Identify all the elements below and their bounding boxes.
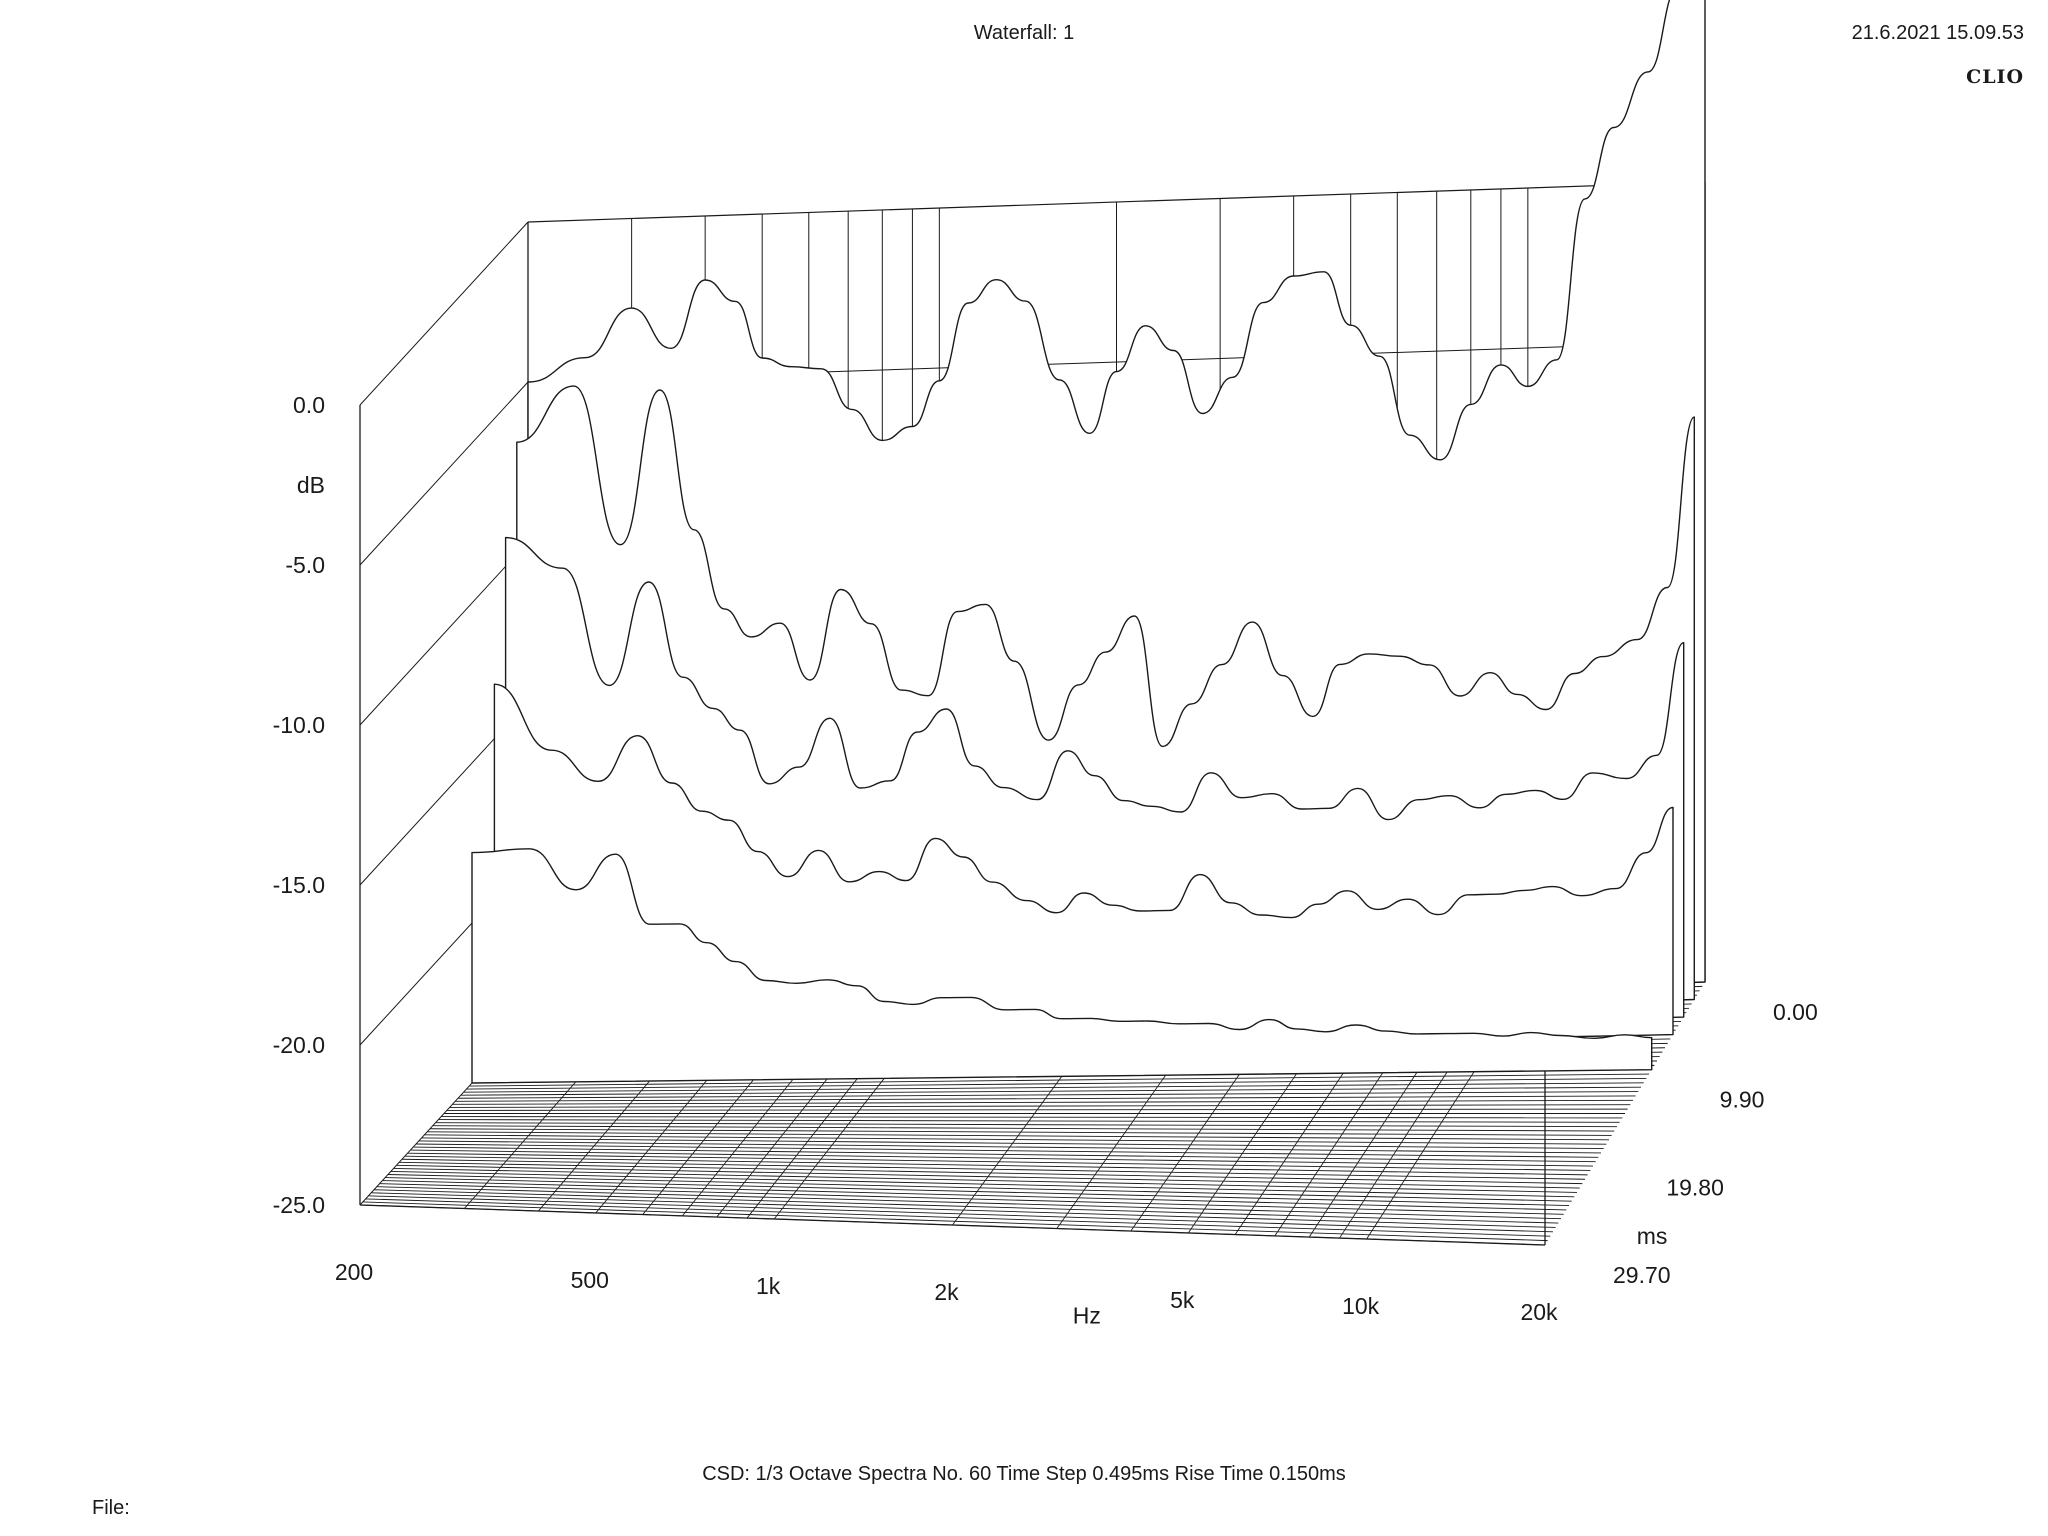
freq-tick-label-1: 500	[571, 1267, 609, 1293]
freq-tick-label-0: 200	[335, 1259, 373, 1285]
brand-logo: CLIO	[1966, 66, 2024, 88]
chart-title: Waterfall: 1	[973, 22, 1075, 44]
freq-tick-label-5: 10k	[1342, 1293, 1380, 1319]
db-tick-label-2: -10.0	[273, 712, 325, 738]
spectrum-trace-3	[493, 683, 1674, 1060]
file-label: File:	[92, 1497, 130, 1519]
db-axis-label: dB	[297, 472, 325, 498]
db-tick-label-1: -5.0	[285, 552, 325, 578]
left-wall-gridline-1	[359, 381, 529, 566]
freq-axis-label: Hz	[1073, 1303, 1101, 1329]
measurement-info: CSD: 1/3 Octave Spectra No. 60 Time Step…	[702, 1463, 1346, 1485]
db-tick-label-4: -20.0	[273, 1032, 325, 1058]
time-tick-label-2: 19.80	[1666, 1174, 1724, 1200]
spectra-traces	[471, 0, 1706, 1084]
timestamp: 21.6.2021 15.09.53	[1851, 22, 2024, 44]
spectrum-trace-4	[471, 848, 1653, 1084]
left-wall-gridline-2	[359, 541, 529, 726]
freq-tick-label-4: 5k	[1170, 1287, 1195, 1313]
db-tick-label-0: 0.0	[293, 392, 325, 418]
db-tick-label-5: -25.0	[273, 1192, 325, 1218]
db-tick-label-3: -15.0	[273, 872, 325, 898]
floor-front-edge	[359, 1204, 1546, 1246]
freq-tick-label-6: 20k	[1520, 1299, 1558, 1325]
freq-tick-label-3: 2k	[934, 1279, 959, 1305]
time-tick-label-3: 29.70	[1613, 1262, 1671, 1288]
axis-labels: 0.0 -5.0 -10.0 -15.0 -20.0 -25.0 dB 200 500 1k 2k 5…	[273, 392, 1818, 1329]
time-axis-label: ms	[1637, 1223, 1668, 1249]
time-tick-label-0: 0.00	[1773, 999, 1818, 1025]
time-tick-label-1: 9.90	[1720, 1087, 1765, 1113]
freq-tick-label-2: 1k	[756, 1273, 781, 1299]
left-wall-gridline-0	[359, 221, 529, 406]
